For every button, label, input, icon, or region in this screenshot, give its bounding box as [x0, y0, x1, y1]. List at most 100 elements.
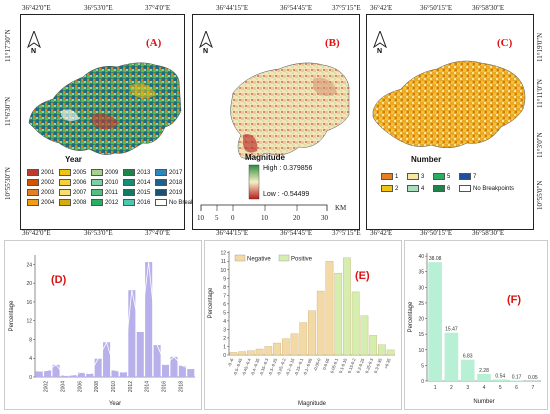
- x-tick-label: 2004: [60, 381, 66, 392]
- bar: [387, 350, 394, 355]
- y-tick-label: 7: [223, 293, 226, 299]
- bar: [36, 371, 43, 377]
- y-axis-title: Percentage: [408, 301, 414, 332]
- y-tick-label: 24: [26, 262, 32, 268]
- y-tick-label: 5: [421, 363, 424, 369]
- year-legend-item: 2004: [27, 199, 54, 206]
- year-legend-label: 2007: [73, 190, 86, 196]
- year-legend-label: 2019: [169, 190, 182, 196]
- panel-label-e: (E): [355, 270, 370, 282]
- y-tick-label: 8: [29, 337, 32, 343]
- year-legend-label: 2014: [137, 180, 150, 186]
- year-legend-label: 2003: [41, 190, 54, 196]
- map-c-right-tick-2: 11°3'0"N: [536, 132, 544, 158]
- scale-label-3: 10: [261, 214, 268, 222]
- year-legend-item: 2011: [91, 189, 118, 196]
- y-tick-label: 5: [223, 310, 226, 316]
- number-legend-label: 6: [447, 186, 450, 192]
- year-legend-item: 2017: [155, 169, 182, 176]
- scale-label-4: 20: [293, 214, 300, 222]
- year-legend-item: 2019: [155, 189, 182, 196]
- x-tick-label: 1: [434, 385, 437, 391]
- svg-text:N: N: [377, 48, 382, 53]
- number-legend-swatch: [459, 173, 471, 180]
- chart-f: 0510152025303540138.08215.4736.8342.2850…: [405, 241, 547, 409]
- y-tick-label: 3: [223, 327, 226, 333]
- bar: [352, 292, 359, 355]
- y-tick-label: 20: [418, 317, 424, 323]
- map-a-left-tick-0: 11°17'30"N: [4, 29, 12, 62]
- year-legend-item: 2018: [155, 179, 182, 186]
- y-tick-label: 10: [220, 268, 226, 274]
- y-tick-label: 40: [418, 254, 424, 260]
- year-legend-swatch: [91, 189, 103, 196]
- year-legend-label: 2010: [105, 180, 118, 186]
- bar: [343, 258, 350, 355]
- number-legend-label: 3: [421, 174, 424, 180]
- year-legend-label: 2001: [41, 170, 54, 176]
- bar: [111, 370, 118, 377]
- bar: [510, 380, 524, 381]
- map-c-top-tick-0: 36°42'E: [370, 4, 392, 12]
- bar: [445, 333, 459, 381]
- map-c-top-tick-1: 36°50'15"E: [420, 4, 452, 12]
- year-legend-label: 2012: [105, 200, 118, 206]
- map-c-right-tick-3: 10°55'0"N: [536, 181, 544, 210]
- bar: [238, 352, 245, 355]
- x-tick-label: 2002: [44, 381, 50, 392]
- legend-title-number: Number: [411, 155, 441, 164]
- map-c-top-tick-2: 36°58'30"E: [472, 4, 504, 12]
- x-tick-label: >0.35: [383, 357, 392, 369]
- map-c-right-tick-0: 11°19'0"N: [536, 33, 544, 62]
- year-legend-label: 2009: [105, 170, 118, 176]
- year-legend-swatch: [91, 179, 103, 186]
- number-legend-item: 1: [381, 173, 398, 180]
- year-legend-label: 2013: [137, 170, 150, 176]
- number-legend-label: 7: [473, 174, 476, 180]
- y-tick-label: 16: [26, 300, 32, 306]
- map-a-bottom-tick-1: 36°53'0"E: [84, 229, 113, 237]
- scale-bar: [197, 203, 357, 215]
- legend-swatch: [235, 255, 245, 261]
- year-legend-label: 2008: [73, 200, 86, 206]
- x-tick-label: 2016: [162, 381, 168, 392]
- map-c-right-tick-1: 11°11'0"N: [536, 79, 544, 108]
- year-legend-swatch: [59, 179, 71, 186]
- year-legend-swatch: [123, 179, 135, 186]
- bar: [95, 359, 102, 377]
- map-b-bottom-tick-0: 36°44'15"E: [216, 229, 248, 237]
- x-tick-label: 6: [515, 385, 518, 391]
- year-legend-label: 2004: [41, 200, 54, 206]
- y-tick-label: 10: [418, 348, 424, 354]
- north-arrow-icon: N: [27, 31, 41, 53]
- x-axis-title: Year: [109, 401, 121, 407]
- bar: [273, 343, 280, 355]
- bar: [335, 273, 342, 355]
- x-tick-label: 3: [466, 385, 469, 391]
- bar: [317, 291, 324, 355]
- map-a-top-tick-2: 37°4'0"E: [145, 4, 170, 12]
- bar: [428, 262, 442, 381]
- year-legend-swatch: [27, 179, 39, 186]
- x-tick-label: -0.05-0: [312, 357, 321, 372]
- year-legend-swatch: [27, 169, 39, 176]
- x-tick-label: 2006: [77, 381, 83, 392]
- data-label: 0.17: [512, 374, 522, 380]
- year-legend-swatch: [155, 199, 167, 206]
- bar: [86, 374, 93, 377]
- y-tick-label: 2: [223, 336, 226, 342]
- y-tick-label: 35: [418, 270, 424, 276]
- year-legend-swatch: [155, 189, 167, 196]
- map-a-bottom-tick-0: 36°42'0"E: [22, 229, 51, 237]
- x-axis-title: Number: [473, 399, 494, 405]
- map-b-bottom-tick-2: 37°5'15"E: [332, 229, 361, 237]
- legend-title-year: Year: [65, 155, 82, 164]
- year-legend-item: 2015: [123, 189, 150, 196]
- panel-label-f: (F): [507, 294, 521, 306]
- north-arrow-icon: N: [373, 31, 387, 53]
- y-tick-label: 4: [223, 319, 226, 325]
